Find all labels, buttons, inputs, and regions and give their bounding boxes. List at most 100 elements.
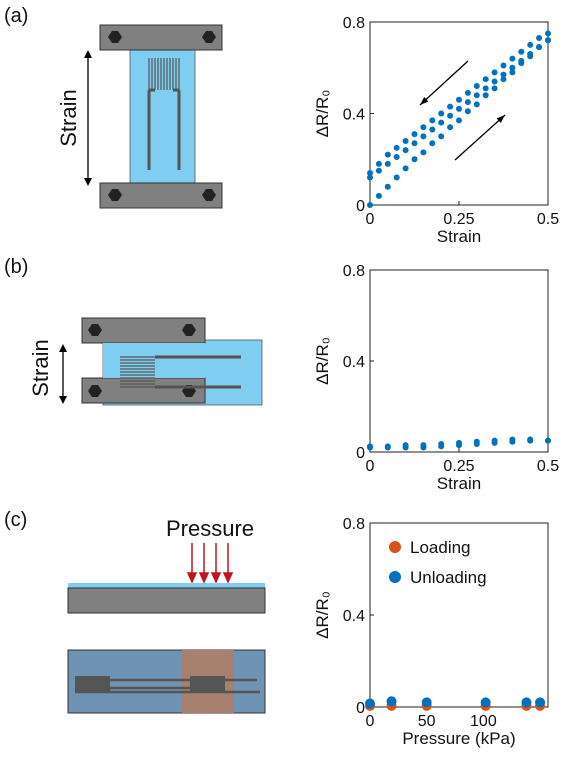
data-point bbox=[367, 443, 373, 450]
y-tick-label: 0.4 bbox=[343, 107, 365, 124]
data-point bbox=[367, 202, 373, 208]
data-point bbox=[464, 89, 471, 96]
data-point bbox=[438, 133, 445, 140]
x-tick-label: 0 bbox=[366, 458, 375, 475]
data-point bbox=[402, 165, 409, 172]
data-point bbox=[535, 697, 546, 708]
data-point bbox=[375, 192, 382, 199]
data-point bbox=[464, 108, 471, 115]
data-point bbox=[509, 436, 516, 443]
legend-marker bbox=[389, 541, 401, 553]
diagram-b: Strain bbox=[28, 317, 263, 406]
x-tick-label: 0.25 bbox=[443, 458, 474, 475]
y-tick-label: 0.4 bbox=[343, 354, 365, 371]
data-point bbox=[491, 69, 498, 76]
data-point bbox=[527, 436, 534, 443]
data-point bbox=[447, 112, 454, 119]
data-point bbox=[545, 37, 551, 44]
data-point bbox=[491, 437, 498, 444]
data-point bbox=[421, 697, 432, 708]
y-axis-label: ΔR/R₀ bbox=[313, 337, 332, 385]
data-point bbox=[365, 698, 375, 709]
data-point bbox=[473, 438, 480, 445]
data-point bbox=[545, 437, 551, 444]
arrow-head bbox=[420, 97, 429, 105]
data-point bbox=[386, 696, 397, 707]
data-point bbox=[456, 105, 462, 112]
diagram-label: Strain bbox=[56, 89, 81, 146]
data-point bbox=[500, 62, 507, 69]
data-point bbox=[375, 160, 382, 167]
data-point bbox=[447, 103, 454, 110]
data-point bbox=[402, 147, 409, 154]
data-point bbox=[518, 57, 525, 64]
direction-arrow bbox=[419, 60, 469, 106]
x-tick-label: 100 bbox=[470, 713, 497, 730]
data-point bbox=[393, 144, 400, 151]
data-point bbox=[521, 697, 532, 708]
legend-label: Loading bbox=[410, 538, 471, 557]
diagram-c: Pressure bbox=[67, 516, 266, 714]
data-point bbox=[367, 174, 373, 181]
data-point bbox=[420, 442, 427, 449]
y-tick-label: 0 bbox=[356, 445, 365, 462]
x-axis-label: Strain bbox=[437, 227, 481, 246]
x-tick-label: 0.5 bbox=[537, 211, 559, 228]
data-point bbox=[384, 183, 391, 190]
data-point bbox=[509, 55, 516, 62]
y-tick-label: 0 bbox=[356, 700, 365, 717]
data-point bbox=[473, 83, 480, 90]
data-point bbox=[367, 169, 373, 176]
data-point bbox=[536, 44, 543, 51]
data-point bbox=[480, 697, 491, 708]
data-point bbox=[464, 99, 471, 106]
data-point bbox=[393, 153, 400, 160]
panel-label: (c) bbox=[4, 509, 27, 531]
diagram-label: Strain bbox=[28, 339, 53, 396]
data-point bbox=[518, 48, 525, 55]
x-tick-label: 0 bbox=[366, 713, 375, 730]
data-point bbox=[482, 85, 489, 92]
direction-arrow bbox=[454, 114, 506, 161]
data-point bbox=[473, 92, 480, 99]
data-point bbox=[438, 119, 445, 126]
x-tick-label: 0 bbox=[366, 211, 375, 228]
data-point bbox=[393, 174, 400, 181]
x-axis-label: Pressure (kPa) bbox=[402, 729, 515, 748]
data-point bbox=[447, 124, 454, 131]
diagram-label: Pressure bbox=[166, 516, 254, 541]
x-tick-label: 0.25 bbox=[443, 211, 474, 228]
data-point bbox=[402, 137, 409, 144]
data-point bbox=[473, 101, 480, 108]
data-point bbox=[545, 30, 551, 37]
data-point bbox=[438, 110, 445, 117]
data-point bbox=[509, 69, 516, 76]
y-axis-label: ΔR/R₀ bbox=[313, 591, 332, 639]
data-point bbox=[438, 441, 445, 448]
panel-label: (a) bbox=[4, 5, 28, 27]
diagram-a: Strain bbox=[56, 24, 223, 209]
y-tick-label: 0.8 bbox=[343, 263, 365, 280]
data-point bbox=[384, 151, 391, 158]
data-point bbox=[509, 64, 516, 71]
data-point bbox=[491, 78, 498, 85]
panel-label: (b) bbox=[4, 256, 28, 278]
data-point bbox=[384, 160, 391, 167]
data-point bbox=[527, 51, 534, 58]
data-point bbox=[411, 131, 418, 138]
y-tick-label: 0.8 bbox=[343, 516, 365, 533]
y-axis-label: ΔR/R₀ bbox=[313, 90, 332, 138]
legend-marker bbox=[389, 571, 401, 583]
data-point bbox=[420, 133, 427, 140]
data-point bbox=[482, 92, 489, 99]
data-point bbox=[429, 140, 436, 147]
data-point bbox=[429, 126, 436, 133]
x-tick-label: 50 bbox=[418, 713, 436, 730]
data-point bbox=[456, 96, 462, 103]
data-point bbox=[402, 442, 409, 449]
data-point bbox=[375, 167, 382, 174]
data-point bbox=[536, 35, 543, 42]
data-point bbox=[456, 439, 462, 446]
data-point bbox=[411, 140, 418, 147]
data-point bbox=[420, 149, 427, 156]
